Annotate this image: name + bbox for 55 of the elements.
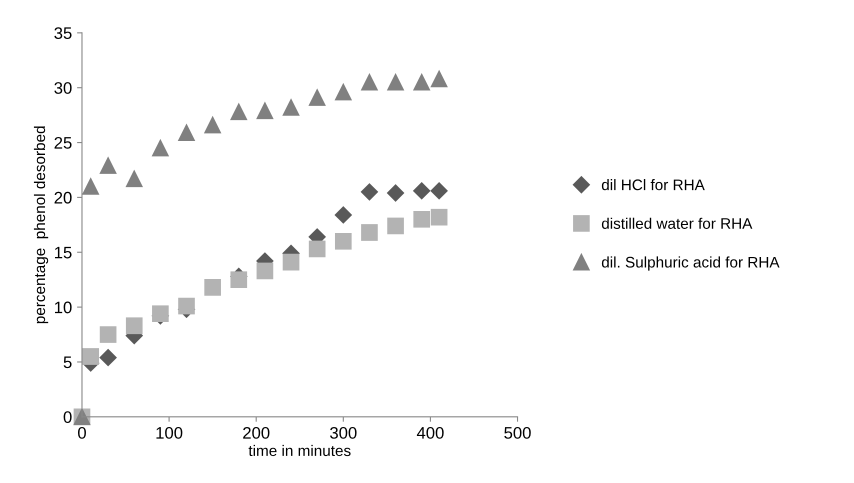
point <box>82 348 100 365</box>
x-tick-label: 300 <box>330 426 357 439</box>
point <box>334 232 352 250</box>
x-tick-label: 200 <box>243 426 270 439</box>
y-tick-label: 15 <box>54 246 72 258</box>
legend-label: dil HCl for RHA <box>602 179 705 190</box>
point <box>178 298 195 314</box>
x-axis-title: time in minutes <box>248 444 351 456</box>
point <box>204 279 221 296</box>
x-tick-label: 100 <box>156 426 182 439</box>
point <box>100 157 116 174</box>
x-tick-label: 0 <box>78 426 86 439</box>
point <box>82 178 100 195</box>
point <box>361 74 378 91</box>
point <box>178 124 195 142</box>
point <box>430 182 448 200</box>
point <box>360 183 378 200</box>
legend-label: dil. Sulphuric acid for RHA <box>602 256 780 271</box>
point <box>230 271 248 288</box>
point <box>126 170 143 188</box>
point <box>282 99 300 116</box>
y-tick-label: 30 <box>54 82 72 94</box>
point <box>152 140 169 156</box>
point <box>387 218 404 234</box>
point <box>282 254 300 270</box>
point <box>387 184 404 202</box>
point <box>334 206 352 224</box>
y-tick-label: 20 <box>54 192 72 204</box>
point <box>361 224 378 241</box>
x-tick-label: 500 <box>504 426 531 439</box>
point <box>126 317 143 334</box>
point <box>256 102 274 120</box>
point <box>100 349 117 366</box>
point <box>308 89 326 106</box>
x-tick-label: 400 <box>416 426 444 439</box>
point <box>413 74 430 91</box>
y-tick-label: 0 <box>64 411 72 424</box>
point <box>100 326 116 343</box>
y-tick-label: 5 <box>64 356 72 368</box>
legend-label: distilled water for RHA <box>602 218 752 229</box>
y-axis-title: percentage phenol desorbed <box>34 126 48 324</box>
point <box>204 116 221 134</box>
point <box>387 74 404 91</box>
y-tick-label: 35 <box>54 27 72 40</box>
point <box>334 84 352 100</box>
y-tick-label: 25 <box>54 136 72 149</box>
point <box>413 182 430 200</box>
point <box>430 70 448 88</box>
point <box>308 240 326 258</box>
point <box>230 104 248 120</box>
point <box>430 208 448 226</box>
point <box>152 305 169 322</box>
point <box>256 262 274 280</box>
y-tick-label: 10 <box>54 302 72 314</box>
point <box>413 211 430 228</box>
